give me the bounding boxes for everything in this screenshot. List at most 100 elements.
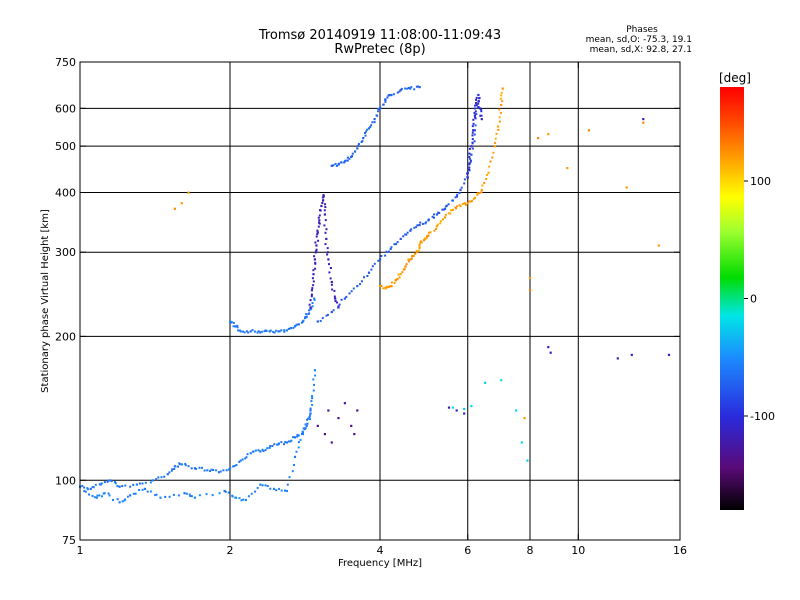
- data-point: [413, 252, 417, 255]
- data-point: [285, 441, 288, 444]
- data-point: [474, 117, 477, 120]
- data-point: [314, 241, 317, 244]
- data-point: [241, 458, 244, 461]
- data-point: [296, 433, 299, 436]
- data-point: [236, 324, 239, 327]
- data-point: [357, 143, 360, 145]
- data-point: [387, 285, 390, 288]
- data-point: [410, 228, 413, 231]
- data-point: [103, 492, 106, 495]
- data-point: [520, 441, 523, 444]
- data-point: [285, 489, 288, 493]
- chart-title: Tromsø 20140919 11:08:00-11:09:43: [258, 28, 501, 43]
- data-point: [422, 239, 426, 242]
- data-point: [107, 492, 110, 495]
- data-point: [478, 97, 481, 100]
- colorbar-tick-label: -100: [750, 410, 775, 423]
- colorbar-tick-label: 0: [750, 293, 757, 306]
- data-point: [402, 235, 405, 238]
- y-tick-label: 400: [55, 186, 76, 199]
- data-point: [309, 409, 312, 412]
- data-point: [235, 496, 238, 499]
- data-point: [318, 221, 320, 224]
- data-point: [480, 110, 483, 113]
- data-point: [418, 247, 421, 250]
- data-point: [215, 469, 218, 472]
- data-point: [180, 202, 183, 205]
- colorbar-ticks: 100 0 -100: [744, 175, 775, 423]
- data-point: [463, 408, 466, 411]
- data-point: [384, 100, 387, 103]
- data-point: [168, 471, 171, 474]
- data-point: [487, 171, 490, 174]
- data-point: [657, 244, 660, 247]
- data-point: [483, 181, 486, 184]
- data-point: [296, 435, 299, 438]
- data-point: [242, 498, 245, 501]
- data-point: [418, 243, 421, 246]
- x-axis-label: Frequency [MHz]: [338, 558, 422, 569]
- data-point: [188, 493, 191, 496]
- data-point: [164, 495, 167, 498]
- data-point: [237, 329, 240, 332]
- data-point: [155, 478, 158, 481]
- data-point: [224, 490, 227, 493]
- data-point: [356, 147, 359, 150]
- data-point: [284, 489, 286, 492]
- data-point: [311, 277, 314, 280]
- data-point: [309, 414, 311, 417]
- data-point: [163, 475, 166, 478]
- data-point: [421, 222, 424, 225]
- y-tick-label: 200: [55, 330, 76, 343]
- data-point: [268, 330, 271, 333]
- y-tick-label: 100: [55, 474, 76, 487]
- data-point: [184, 464, 187, 467]
- data-point: [114, 482, 117, 485]
- x-tick-label: 1: [77, 544, 84, 557]
- data-point: [91, 494, 94, 497]
- data-point: [388, 94, 391, 96]
- data-point: [91, 486, 94, 489]
- data-point: [189, 495, 192, 497]
- data-point: [312, 269, 315, 272]
- data-point: [177, 465, 179, 468]
- y-tick-label: 750: [55, 56, 76, 69]
- data-point: [537, 137, 540, 140]
- colorbar-label: [deg]: [719, 71, 751, 85]
- data-point: [625, 186, 628, 189]
- data-point: [311, 403, 314, 406]
- data-point: [501, 100, 504, 103]
- data-point: [667, 353, 671, 356]
- data-point: [205, 493, 208, 496]
- data-point: [352, 287, 355, 290]
- data-point: [331, 164, 333, 167]
- data-point: [222, 469, 225, 472]
- data-point: [469, 161, 472, 164]
- data-point: [304, 316, 307, 319]
- data-point: [470, 145, 473, 148]
- data-point: [283, 330, 286, 333]
- data-point: [340, 298, 343, 301]
- data-point: [247, 495, 250, 498]
- data-point: [344, 159, 347, 162]
- data-point: [100, 482, 103, 485]
- data-point: [366, 275, 369, 277]
- data-point: [217, 471, 221, 474]
- data-point: [296, 323, 299, 326]
- data-point: [313, 258, 316, 261]
- data-point: [488, 165, 491, 168]
- data-point: [469, 157, 471, 160]
- data-point: [406, 87, 409, 90]
- data-point: [271, 445, 274, 447]
- data-point: [390, 285, 393, 288]
- data-point: [492, 151, 495, 154]
- data-point: [324, 219, 327, 222]
- data-point: [249, 330, 252, 333]
- data-point: [485, 178, 488, 180]
- data-point: [433, 213, 435, 216]
- data-point: [322, 194, 325, 197]
- data-point: [393, 282, 396, 284]
- data-point: [118, 501, 121, 504]
- data-point: [159, 496, 162, 499]
- data-point: [280, 329, 283, 332]
